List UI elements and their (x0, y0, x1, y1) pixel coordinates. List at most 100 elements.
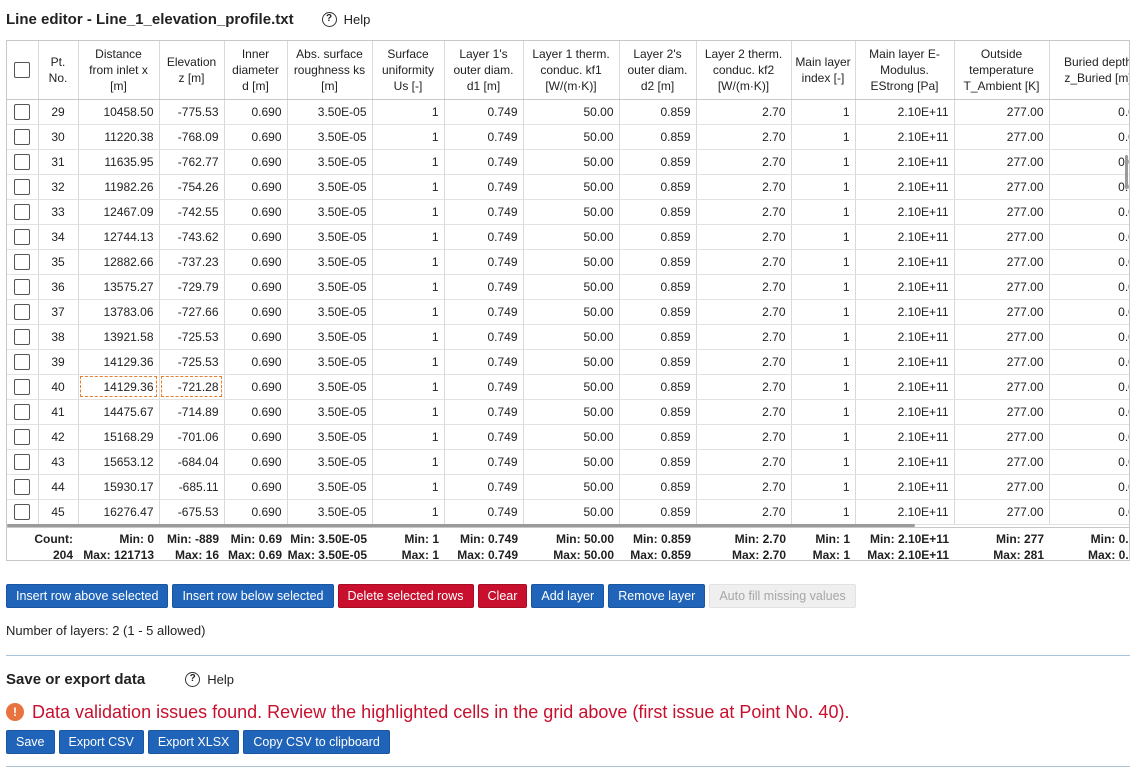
cell-us[interactable]: 1 (372, 474, 445, 500)
cell-ml[interactable]: 1 (791, 199, 856, 225)
editor-help-link[interactable]: ? Help (321, 11, 370, 27)
export-xlsx-button[interactable]: Export XLSX (147, 730, 240, 754)
cell-d1[interactable]: 0.749 (444, 274, 524, 300)
table-row[interactable]: 34 12744.13 -743.62 0.690 3.50E-05 1 0.749 50.0… (7, 224, 1129, 250)
cell-ks[interactable]: 3.50E-05 (287, 199, 373, 225)
column-header-d[interactable]: Inner diameter d [m] (224, 41, 288, 100)
cell-kf2[interactable]: 2.70 (696, 124, 792, 150)
cell-d[interactable]: 0.690 (224, 499, 288, 525)
cell-ml[interactable]: 1 (791, 299, 856, 325)
cell-kf1[interactable]: 50.00 (523, 399, 620, 425)
cell-d1[interactable]: 0.749 (444, 399, 524, 425)
cell-zb[interactable]: 0.00 (1049, 174, 1129, 200)
column-header-z[interactable]: Elevation z [m] (159, 41, 225, 100)
table-row[interactable]: 37 13783.06 -727.66 0.690 3.50E-05 1 0.749 50.0… (7, 299, 1129, 325)
table-row[interactable]: 38 13921.58 -725.53 0.690 3.50E-05 1 0.749 50.0… (7, 324, 1129, 350)
cell-d1[interactable]: 0.749 (444, 299, 524, 325)
column-header-zb[interactable]: Buried depth z_Buried [m] (1049, 41, 1129, 100)
cell-z[interactable]: -742.55 (159, 199, 225, 225)
cell-ks[interactable]: 3.50E-05 (287, 399, 373, 425)
table-row[interactable]: 35 12882.66 -737.23 0.690 3.50E-05 1 0.749 50.0… (7, 249, 1129, 275)
cell-ml[interactable]: 1 (791, 499, 856, 525)
row-checkbox[interactable] (14, 453, 31, 470)
cell-us[interactable]: 1 (372, 399, 445, 425)
cell-kf1[interactable]: 50.00 (523, 324, 620, 350)
horizontal-scrollbar[interactable] (7, 524, 915, 527)
cell-d1[interactable]: 0.749 (444, 374, 524, 400)
column-header-t[interactable]: Outside temperature T_Ambient [K] (954, 41, 1050, 100)
column-header-d1[interactable]: Layer 1's outer diam. d1 [m] (444, 41, 524, 100)
cell-us[interactable]: 1 (372, 149, 445, 175)
cell-d[interactable]: 0.690 (224, 374, 288, 400)
cell-kf1[interactable]: 50.00 (523, 349, 620, 375)
cell-z[interactable]: -775.53 (159, 99, 225, 125)
cell-us[interactable]: 1 (372, 224, 445, 250)
save-help-link[interactable]: ? Help (185, 671, 234, 687)
cell-z[interactable]: -754.26 (159, 174, 225, 200)
cell-zb[interactable]: 0.00 (1049, 499, 1129, 525)
remove-layer-button[interactable]: Remove layer (608, 584, 706, 608)
cell-d1[interactable]: 0.749 (444, 249, 524, 275)
cell-kf1[interactable]: 50.00 (523, 199, 620, 225)
row-checkbox[interactable] (14, 378, 31, 395)
cell-e[interactable]: 2.10E+11 (855, 224, 955, 250)
cell-z[interactable]: -743.62 (159, 224, 225, 250)
cell-us[interactable]: 1 (372, 499, 445, 525)
cell-ks[interactable]: 3.50E-05 (287, 499, 373, 525)
cell-z[interactable]: -721.28 (159, 374, 225, 400)
clear-button[interactable]: Clear (477, 584, 528, 608)
cell-e[interactable]: 2.10E+11 (855, 474, 955, 500)
cell-ml[interactable]: 1 (791, 324, 856, 350)
cell-d1[interactable]: 0.749 (444, 149, 524, 175)
row-checkbox[interactable] (14, 478, 31, 495)
cell-ks[interactable]: 3.50E-05 (287, 99, 373, 125)
cell-kf2[interactable]: 2.70 (696, 474, 792, 500)
cell-ml[interactable]: 1 (791, 99, 856, 125)
cell-d[interactable]: 0.690 (224, 99, 288, 125)
cell-d[interactable]: 0.690 (224, 449, 288, 475)
cell-e[interactable]: 2.10E+11 (855, 449, 955, 475)
cell-zb[interactable]: 0.00 (1049, 99, 1129, 125)
cell-e[interactable]: 2.10E+11 (855, 99, 955, 125)
cell-x[interactable]: 11220.38 (78, 124, 160, 150)
cell-ks[interactable]: 3.50E-05 (287, 174, 373, 200)
cell-ks[interactable]: 3.50E-05 (287, 274, 373, 300)
cell-us[interactable]: 1 (372, 174, 445, 200)
row-checkbox[interactable] (14, 503, 31, 520)
cell-zb[interactable]: 0.00 (1049, 424, 1129, 450)
delete-selected-rows-button[interactable]: Delete selected rows (337, 584, 474, 608)
cell-kf1[interactable]: 50.00 (523, 374, 620, 400)
cell-us[interactable]: 1 (372, 249, 445, 275)
cell-t[interactable]: 277.00 (954, 474, 1050, 500)
cell-kf2[interactable]: 2.70 (696, 199, 792, 225)
cell-kf2[interactable]: 2.70 (696, 299, 792, 325)
cell-kf1[interactable]: 50.00 (523, 299, 620, 325)
table-row[interactable]: 33 12467.09 -742.55 0.690 3.50E-05 1 0.749 50.0… (7, 199, 1129, 225)
cell-d2[interactable]: 0.859 (619, 324, 697, 350)
cell-z[interactable]: -714.89 (159, 399, 225, 425)
table-row[interactable]: 40 14129.36 -721.28 0.690 3.50E-05 1 0.749 50.0… (7, 374, 1129, 400)
cell-zb[interactable]: 0.00 (1049, 324, 1129, 350)
save-button[interactable]: Save (6, 730, 55, 754)
column-header-kf1[interactable]: Layer 1 therm. conduc. kf1 [W/(m·K)] (523, 41, 620, 100)
row-checkbox[interactable] (14, 303, 31, 320)
cell-x[interactable]: 12882.66 (78, 249, 160, 275)
cell-d2[interactable]: 0.859 (619, 299, 697, 325)
cell-t[interactable]: 277.00 (954, 99, 1050, 125)
cell-t[interactable]: 277.00 (954, 324, 1050, 350)
cell-d[interactable]: 0.690 (224, 324, 288, 350)
cell-x[interactable]: 11635.95 (78, 149, 160, 175)
cell-ml[interactable]: 1 (791, 374, 856, 400)
cell-x[interactable]: 10458.50 (78, 99, 160, 125)
cell-ks[interactable]: 3.50E-05 (287, 424, 373, 450)
copy-csv-button[interactable]: Copy CSV to clipboard (243, 730, 390, 754)
column-header-e[interactable]: Main layer E-Modulus. EStrong [Pa] (855, 41, 955, 100)
cell-t[interactable]: 277.00 (954, 124, 1050, 150)
cell-d[interactable]: 0.690 (224, 349, 288, 375)
cell-d2[interactable]: 0.859 (619, 499, 697, 525)
row-checkbox[interactable] (14, 428, 31, 445)
cell-ml[interactable]: 1 (791, 449, 856, 475)
table-row[interactable]: 31 11635.95 -762.77 0.690 3.50E-05 1 0.749 50.0… (7, 149, 1129, 175)
cell-e[interactable]: 2.10E+11 (855, 274, 955, 300)
row-checkbox[interactable] (14, 353, 31, 370)
